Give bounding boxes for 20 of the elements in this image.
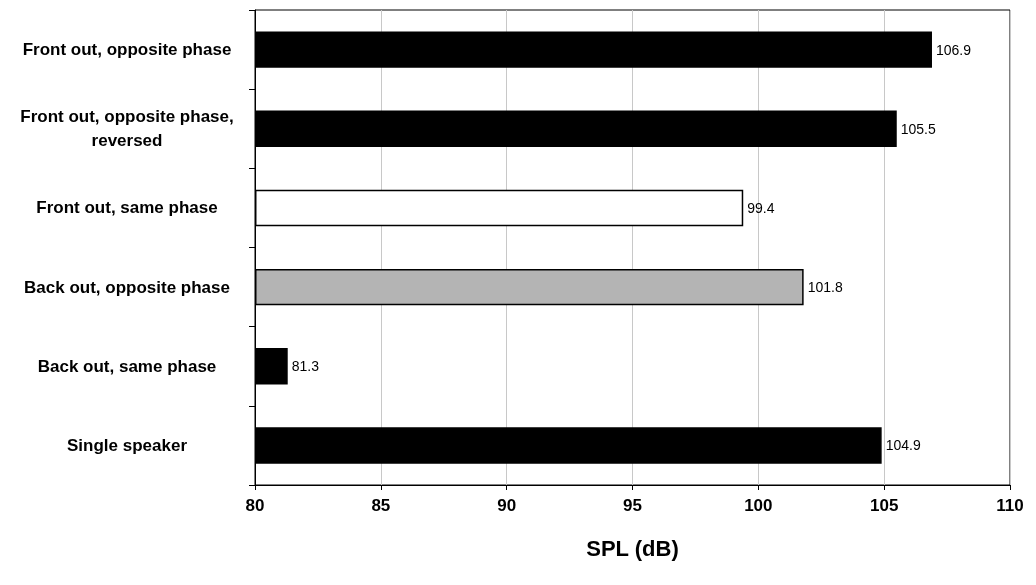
x-tick-label: 85 bbox=[371, 496, 391, 515]
data-label: 81.3 bbox=[291, 358, 320, 375]
y-tick-label: Front out, same phase bbox=[36, 198, 218, 218]
y-tick-label: Single speaker bbox=[66, 435, 188, 455]
data-label: 99.4 bbox=[747, 199, 775, 216]
y-tick-label: Back out, same phase bbox=[37, 356, 217, 376]
x-tick-label: 95 bbox=[623, 496, 642, 515]
x-tick-label: 80 bbox=[245, 496, 265, 515]
y-tick-label: Back out, opposite phase bbox=[24, 277, 230, 297]
x-tick-label: 90 bbox=[497, 496, 517, 515]
data-label: 106.9 bbox=[935, 41, 972, 58]
x-axis-title: SPL (dB) bbox=[586, 535, 679, 561]
y-tick-label: Front out, opposite phase bbox=[22, 40, 232, 60]
data-label: 101.8 bbox=[807, 279, 843, 296]
x-tick-label: 105 bbox=[869, 496, 899, 515]
data-label: 104.9 bbox=[885, 437, 921, 454]
data-label: 105.5 bbox=[900, 120, 936, 137]
x-tick-label: 100 bbox=[744, 496, 773, 515]
y-tick-label: Front out, opposite phase,reversed bbox=[20, 107, 234, 151]
x-tick-label: 110 bbox=[996, 496, 1024, 515]
